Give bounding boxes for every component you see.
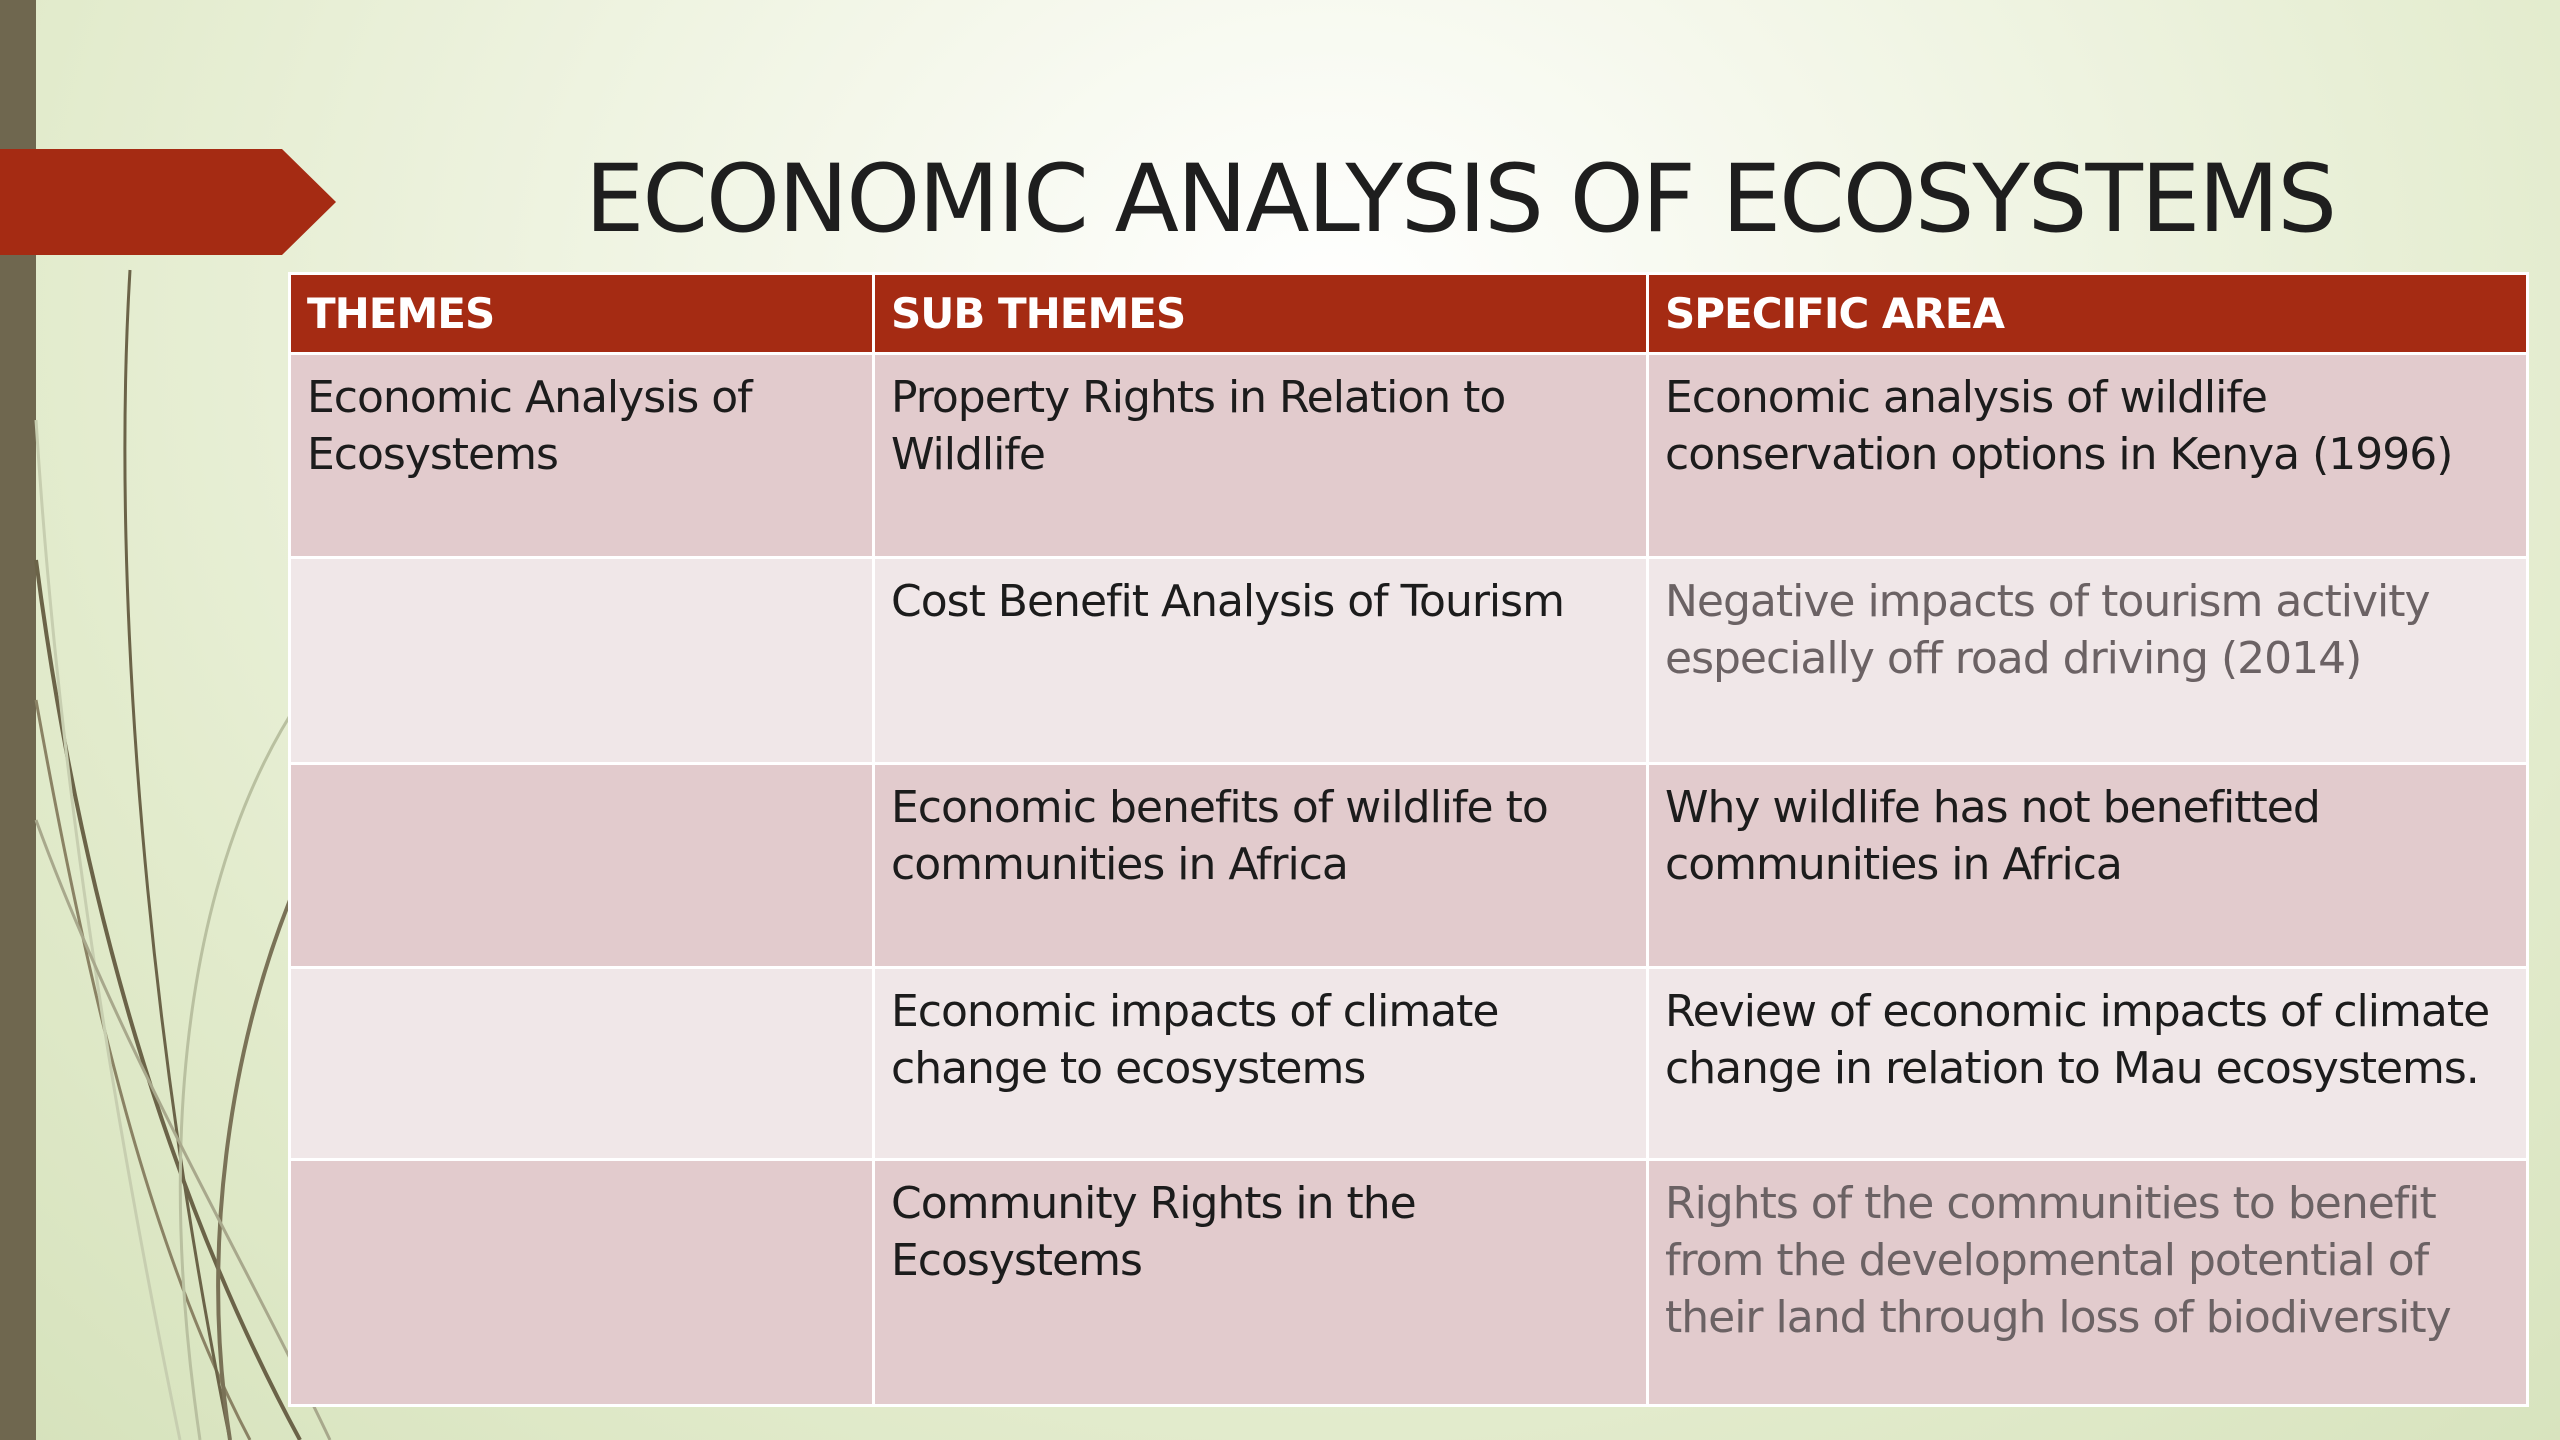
cell-sub-theme: Property Rights in Relation to Wildlife [872, 352, 1649, 559]
cell-sub-theme: Cost Benefit Analysis of Tourism [872, 556, 1649, 765]
themes-table: THEMES SUB THEMES SPECIFIC AREA Economic… [288, 272, 2529, 1407]
cell-theme [288, 762, 875, 969]
cell-sub-theme: Economic benefits of wildlife to communi… [872, 762, 1649, 969]
cell-theme [288, 966, 875, 1161]
cell-theme: Economic Analysis of Ecosystems [288, 352, 875, 559]
cell-sub-theme: Economic impacts of climate change to ec… [872, 966, 1649, 1161]
table-row: Cost Benefit Analysis of Tourism Negativ… [288, 556, 2529, 765]
header-themes: THEMES [288, 272, 875, 355]
table-row: Economic benefits of wildlife to communi… [288, 762, 2529, 969]
slide-title: ECONOMIC ANALYSIS OF ECOSYSTEMS [584, 145, 2337, 254]
table-row: Economic impacts of climate change to ec… [288, 966, 2529, 1161]
cell-specific-area: Negative impacts of tourism activity esp… [1646, 556, 2529, 765]
cell-sub-theme: Community Rights in the Ecosystems [872, 1158, 1649, 1407]
title-arrow-accent [0, 149, 336, 255]
cell-specific-area: Review of economic impacts of climate ch… [1646, 966, 2529, 1161]
cell-specific-area: Economic analysis of wildlife conservati… [1646, 352, 2529, 559]
table-row: Economic Analysis of Ecosystems Property… [288, 352, 2529, 559]
cell-specific-area: Why wildlife has not benefitted communit… [1646, 762, 2529, 969]
header-specific-area: SPECIFIC AREA [1646, 272, 2529, 355]
cell-theme [288, 556, 875, 765]
cell-specific-area: Rights of the communities to benefit fro… [1646, 1158, 2529, 1407]
header-sub-themes: SUB THEMES [872, 272, 1649, 355]
table-header-row: THEMES SUB THEMES SPECIFIC AREA [288, 272, 2529, 355]
cell-theme [288, 1158, 875, 1407]
table-row: Community Rights in the Ecosystems Right… [288, 1158, 2529, 1407]
